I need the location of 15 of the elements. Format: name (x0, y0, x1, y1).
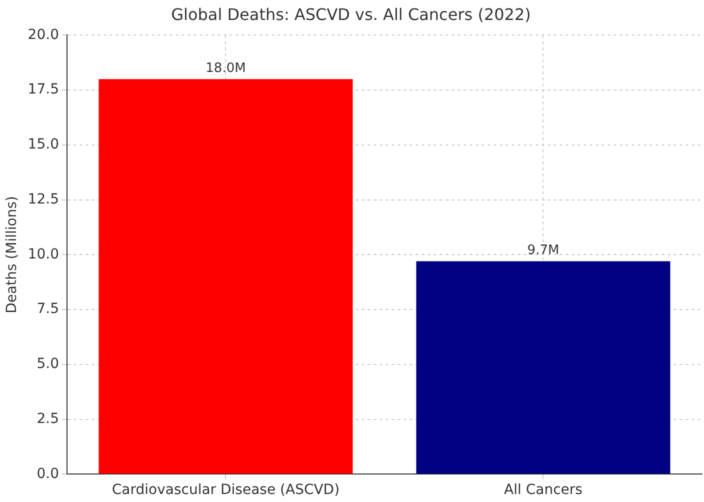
y-tick-label: 0.0 (36, 466, 59, 482)
x-tick-label: Cardiovascular Disease (ASCVD) (112, 482, 340, 498)
y-tick-label: 15.0 (28, 136, 59, 153)
data-label: 18.0M (206, 60, 246, 76)
y-tick-label: 10.0 (28, 246, 59, 262)
y-tick-label: 17.5 (28, 82, 59, 98)
x-tick-label: All Cancers (504, 482, 582, 498)
y-tick-label: 12.5 (28, 191, 59, 208)
y-axis-title: Deaths (Millions) (4, 196, 20, 314)
y-tick-label: 2.5 (36, 410, 59, 427)
y-tick-label: 5.0 (36, 356, 59, 372)
y-tick-label: 7.5 (36, 301, 59, 318)
chart-title: Global Deaths: ASCVD vs. All Cancers (2022) (171, 4, 531, 24)
data-label: 9.7M (527, 243, 560, 258)
y-tick-label: 20.0 (28, 26, 59, 43)
